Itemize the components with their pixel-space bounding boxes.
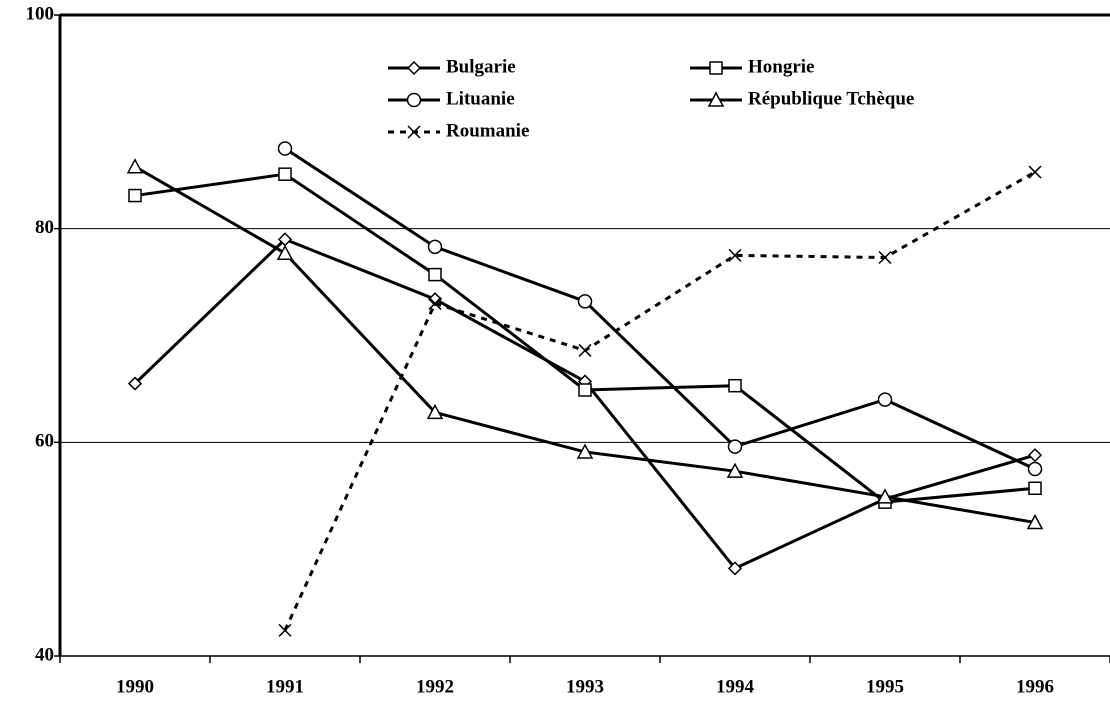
marker [277, 141, 293, 156]
marker [128, 188, 142, 203]
x-tick-label: 1991 [266, 676, 304, 697]
series-line [133, 237, 1036, 571]
x-tick-label: 1990 [116, 676, 154, 697]
legend-label: Lituanie [446, 88, 515, 109]
marker [876, 488, 894, 504]
marker [728, 378, 742, 393]
marker [278, 167, 292, 181]
marker [1027, 448, 1043, 463]
marker [578, 383, 592, 397]
legend-label: Bulgarie [446, 56, 516, 77]
legend-label: Roumanie [446, 120, 529, 141]
marker [727, 561, 743, 576]
x-tick-label: 1995 [866, 676, 904, 697]
marker [127, 376, 143, 391]
x-tick-label: 1992 [416, 676, 454, 697]
marker [406, 92, 422, 108]
marker [1028, 165, 1042, 179]
y-tick-label: 80 [35, 217, 54, 238]
marker [427, 239, 443, 255]
marker [428, 267, 442, 282]
marker [1028, 481, 1042, 496]
marker [426, 403, 444, 420]
legend-label: Hongrie [748, 56, 815, 77]
y-tick-label: 100 [26, 3, 55, 24]
x-tick-label: 1996 [1016, 676, 1054, 697]
marker [578, 343, 592, 357]
series-line [284, 147, 1036, 471]
marker [276, 244, 294, 260]
marker [727, 439, 743, 454]
y-tick-label: 60 [35, 431, 54, 452]
marker [576, 443, 594, 459]
marker [877, 392, 893, 407]
series-line [134, 165, 1036, 524]
marker [428, 296, 442, 310]
marker [126, 158, 144, 174]
series-line [283, 170, 1036, 631]
marker [278, 623, 292, 637]
marker [707, 91, 725, 107]
marker [878, 250, 892, 265]
marker [728, 248, 742, 262]
x-tick-label: 1993 [566, 676, 604, 697]
marker [709, 61, 723, 75]
marker [1027, 461, 1043, 477]
x-tick-label: 1994 [716, 676, 755, 697]
marker [407, 125, 421, 139]
y-tick-label: 40 [35, 644, 54, 665]
marker [1026, 513, 1044, 530]
marker [726, 462, 744, 478]
marker [577, 294, 593, 309]
marker [406, 60, 422, 76]
marker [427, 292, 443, 307]
legend-label: République Tchèque [748, 88, 914, 109]
